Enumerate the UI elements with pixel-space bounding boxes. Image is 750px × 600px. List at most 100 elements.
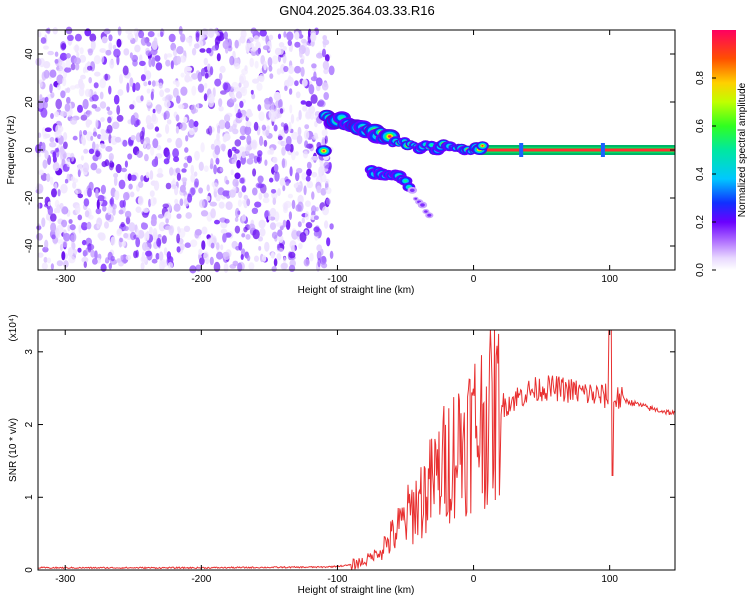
noise-speck	[88, 214, 94, 220]
y-tick-label: -40	[24, 238, 35, 253]
noise-speck	[100, 263, 107, 272]
noise-speck	[291, 199, 296, 210]
noise-speck	[303, 185, 307, 196]
x-tick-label: 0	[471, 274, 477, 285]
snr-y-multiplier: (x10⁴)	[8, 314, 19, 341]
noise-speck	[176, 213, 182, 219]
noise-speck	[129, 191, 135, 198]
noise-speck	[280, 122, 285, 127]
x-tick-label: 100	[601, 574, 618, 585]
noise-speck	[121, 167, 127, 173]
noise-speck	[311, 191, 315, 200]
noise-speck	[220, 228, 228, 234]
noise-speck	[91, 104, 98, 109]
noise-speck	[301, 217, 305, 224]
noise-speck	[239, 75, 244, 84]
noise-speck	[316, 250, 322, 261]
noise-speck	[255, 49, 260, 56]
trace-blob	[427, 213, 432, 217]
noise-speck	[179, 198, 184, 206]
noise-speck	[246, 254, 251, 262]
noise-speck	[120, 255, 124, 261]
noise-speck	[254, 255, 259, 262]
noise-speck	[252, 78, 260, 84]
noise-speck	[329, 250, 334, 259]
noise-speck	[167, 262, 174, 269]
noise-speck	[166, 138, 172, 143]
y-tick-label: 40	[24, 48, 35, 60]
noise-speck	[228, 189, 236, 198]
noise-speck	[175, 126, 179, 134]
noise-speck	[263, 192, 269, 199]
noise-speck	[222, 190, 230, 197]
noise-speck	[51, 234, 56, 240]
noise-speck	[139, 60, 146, 67]
noise-speck	[186, 155, 193, 164]
noise-speck	[71, 242, 76, 250]
noise-speck	[304, 200, 311, 207]
noise-speck	[158, 221, 166, 232]
noise-speck	[122, 65, 129, 76]
noise-speck	[90, 40, 96, 51]
noise-speck	[324, 135, 328, 144]
noise-speck	[41, 262, 48, 270]
noise-speck	[219, 167, 224, 172]
noise-speck	[250, 89, 254, 95]
noise-speck	[310, 32, 317, 42]
noise-speck	[272, 156, 278, 164]
y-tick-label: 3	[24, 349, 35, 355]
noise-speck	[255, 182, 263, 189]
noise-speck	[283, 31, 287, 38]
snr-y-ticks: 0 1 2 3	[24, 349, 675, 573]
noise-speck	[108, 42, 113, 51]
noise-speck	[105, 49, 112, 56]
noise-speck	[248, 42, 254, 48]
snr-y-label: SNR (10 * v/v)	[8, 418, 19, 482]
noise-speck	[282, 185, 286, 192]
noise-speck	[321, 262, 328, 269]
noise-speck	[176, 46, 184, 55]
noise-speck	[273, 124, 278, 132]
noise-speck	[128, 222, 136, 232]
noise-speck	[324, 178, 330, 184]
noise-speck	[135, 206, 142, 213]
noise-speck	[87, 110, 92, 116]
noise-speck	[132, 82, 136, 93]
y-tick-label: 2	[24, 421, 35, 427]
noise-speck	[241, 68, 249, 75]
noise-speck	[37, 252, 44, 258]
noise-speck	[154, 55, 161, 62]
noise-speck	[257, 104, 262, 112]
noise-speck	[326, 237, 331, 247]
noise-speck	[69, 224, 76, 231]
noise-speck	[218, 106, 224, 112]
noise-speck	[145, 50, 152, 56]
noise-speck	[176, 95, 181, 104]
noise-speck	[39, 94, 43, 101]
noise-speck	[215, 157, 220, 165]
noise-speck	[266, 125, 270, 131]
noise-speck	[130, 135, 136, 141]
noise-speck	[74, 33, 82, 42]
noise-speck	[225, 179, 230, 185]
noise-speck	[240, 86, 248, 97]
noise-speck	[63, 141, 68, 150]
noise-speck	[286, 31, 294, 41]
noise-speck	[232, 128, 239, 135]
noise-speck	[49, 69, 57, 78]
noise-speck	[46, 173, 51, 183]
noise-speck	[297, 126, 302, 136]
spectrogram-noise	[35, 25, 335, 274]
noise-speck	[210, 208, 216, 219]
y-tick-label: 1	[24, 494, 35, 500]
noise-speck	[235, 112, 243, 119]
noise-speck	[119, 200, 125, 208]
noise-speck	[172, 80, 179, 85]
noise-speck	[99, 101, 107, 109]
noise-speck	[291, 150, 296, 161]
noise-speck	[207, 63, 211, 72]
noise-speck	[41, 71, 47, 81]
noise-speck	[218, 98, 223, 107]
noise-speck	[175, 167, 181, 174]
noise-speck	[40, 37, 47, 44]
